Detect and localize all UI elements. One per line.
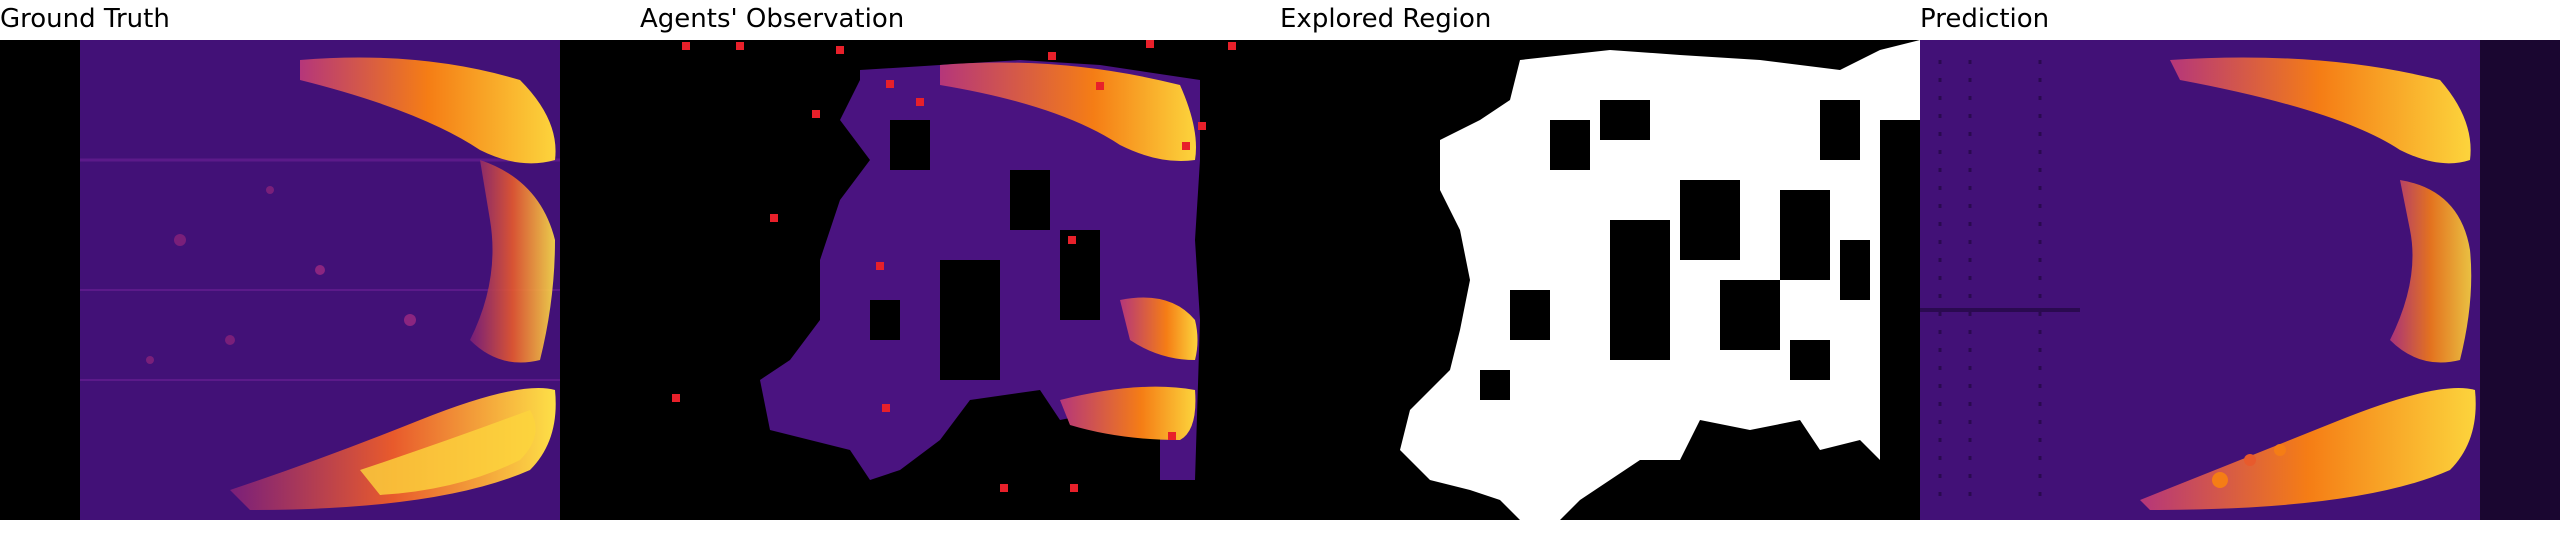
panel-ground-truth: Ground Truth — [0, 0, 640, 520]
panel-agents-observation: Agents' Observation — [640, 0, 1280, 520]
agents-observation-image — [640, 40, 1280, 520]
panel-title-prediction: Prediction — [1920, 4, 2050, 34]
explored-region-image — [1280, 40, 1920, 520]
panel-prediction: Prediction — [1920, 0, 2560, 520]
panel-title-ground-truth: Ground Truth — [0, 4, 170, 34]
panel-title-agents-observation: Agents' Observation — [640, 4, 905, 34]
panel-explored-region: Explored Region — [1280, 0, 1920, 520]
agent-markers — [672, 40, 1236, 492]
panel-title-explored-region: Explored Region — [1280, 4, 1492, 34]
prediction-image — [1920, 40, 2560, 520]
ground-truth-image — [0, 40, 640, 520]
